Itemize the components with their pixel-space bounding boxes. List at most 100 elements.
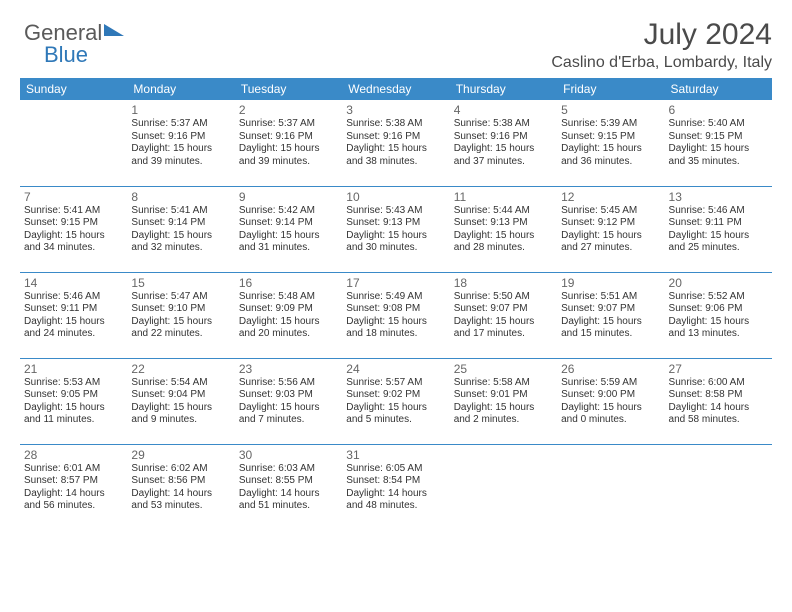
location-text: Caslino d'Erba, Lombardy, Italy <box>20 54 772 72</box>
sunset-text: Sunset: 8:54 PM <box>346 475 445 488</box>
day-number: 15 <box>131 276 230 290</box>
sunset-text: Sunset: 8:57 PM <box>24 475 123 488</box>
sunrise-text: Sunrise: 5:46 AM <box>24 291 123 304</box>
sunset-text: Sunset: 9:00 PM <box>561 389 660 402</box>
sunrise-text: Sunrise: 6:05 AM <box>346 463 445 476</box>
day-number: 19 <box>561 276 660 290</box>
weekday-header: Sunday <box>20 78 127 100</box>
sunrise-text: Sunrise: 5:38 AM <box>346 118 445 131</box>
day-number: 7 <box>24 190 123 204</box>
calendar-cell: 10Sunrise: 5:43 AMSunset: 9:13 PMDayligh… <box>342 186 449 272</box>
sunrise-text: Sunrise: 5:52 AM <box>669 291 768 304</box>
day-number: 8 <box>131 190 230 204</box>
daylight-text: Daylight: 15 hours and 32 minutes. <box>131 230 230 255</box>
daylight-text: Daylight: 15 hours and 27 minutes. <box>561 230 660 255</box>
day-number: 30 <box>239 448 338 462</box>
daylight-text: Daylight: 15 hours and 18 minutes. <box>346 316 445 341</box>
sunset-text: Sunset: 9:07 PM <box>454 303 553 316</box>
sunrise-text: Sunrise: 5:38 AM <box>454 118 553 131</box>
sunrise-text: Sunrise: 5:46 AM <box>669 205 768 218</box>
day-info: Sunrise: 6:05 AMSunset: 8:54 PMDaylight:… <box>346 463 445 513</box>
daylight-text: Daylight: 15 hours and 11 minutes. <box>24 402 123 427</box>
daylight-text: Daylight: 15 hours and 5 minutes. <box>346 402 445 427</box>
calendar-cell <box>20 100 127 186</box>
calendar-cell: 7Sunrise: 5:41 AMSunset: 9:15 PMDaylight… <box>20 186 127 272</box>
calendar-cell: 14Sunrise: 5:46 AMSunset: 9:11 PMDayligh… <box>20 272 127 358</box>
calendar-cell: 24Sunrise: 5:57 AMSunset: 9:02 PMDayligh… <box>342 358 449 444</box>
sunrise-text: Sunrise: 5:53 AM <box>24 377 123 390</box>
day-info: Sunrise: 5:52 AMSunset: 9:06 PMDaylight:… <box>669 291 768 341</box>
sunset-text: Sunset: 9:04 PM <box>131 389 230 402</box>
sunset-text: Sunset: 9:05 PM <box>24 389 123 402</box>
title-block: July 2024 Caslino d'Erba, Lombardy, Ital… <box>20 18 772 72</box>
daylight-text: Daylight: 15 hours and 28 minutes. <box>454 230 553 255</box>
daylight-text: Daylight: 15 hours and 31 minutes. <box>239 230 338 255</box>
daylight-text: Daylight: 15 hours and 37 minutes. <box>454 143 553 168</box>
sunrise-text: Sunrise: 6:01 AM <box>24 463 123 476</box>
day-number: 16 <box>239 276 338 290</box>
day-info: Sunrise: 6:03 AMSunset: 8:55 PMDaylight:… <box>239 463 338 513</box>
day-number: 9 <box>239 190 338 204</box>
day-info: Sunrise: 5:47 AMSunset: 9:10 PMDaylight:… <box>131 291 230 341</box>
day-info: Sunrise: 5:56 AMSunset: 9:03 PMDaylight:… <box>239 377 338 427</box>
day-info: Sunrise: 5:43 AMSunset: 9:13 PMDaylight:… <box>346 205 445 255</box>
day-number: 31 <box>346 448 445 462</box>
day-info: Sunrise: 5:50 AMSunset: 9:07 PMDaylight:… <box>454 291 553 341</box>
day-number: 5 <box>561 103 660 117</box>
daylight-text: Daylight: 15 hours and 39 minutes. <box>131 143 230 168</box>
weekday-header: Saturday <box>665 78 772 100</box>
day-info: Sunrise: 5:57 AMSunset: 9:02 PMDaylight:… <box>346 377 445 427</box>
day-info: Sunrise: 5:37 AMSunset: 9:16 PMDaylight:… <box>131 118 230 168</box>
day-number: 21 <box>24 362 123 376</box>
calendar-cell: 6Sunrise: 5:40 AMSunset: 9:15 PMDaylight… <box>665 100 772 186</box>
day-info: Sunrise: 5:39 AMSunset: 9:15 PMDaylight:… <box>561 118 660 168</box>
sunset-text: Sunset: 9:06 PM <box>669 303 768 316</box>
daylight-text: Daylight: 15 hours and 39 minutes. <box>239 143 338 168</box>
sunset-text: Sunset: 9:16 PM <box>454 131 553 144</box>
sunrise-text: Sunrise: 5:50 AM <box>454 291 553 304</box>
daylight-text: Daylight: 14 hours and 48 minutes. <box>346 488 445 513</box>
daylight-text: Daylight: 15 hours and 25 minutes. <box>669 230 768 255</box>
sunset-text: Sunset: 9:16 PM <box>131 131 230 144</box>
day-info: Sunrise: 6:01 AMSunset: 8:57 PMDaylight:… <box>24 463 123 513</box>
sunset-text: Sunset: 9:14 PM <box>131 217 230 230</box>
calendar-cell: 29Sunrise: 6:02 AMSunset: 8:56 PMDayligh… <box>127 444 234 530</box>
day-info: Sunrise: 5:53 AMSunset: 9:05 PMDaylight:… <box>24 377 123 427</box>
calendar-cell: 19Sunrise: 5:51 AMSunset: 9:07 PMDayligh… <box>557 272 664 358</box>
sunset-text: Sunset: 9:10 PM <box>131 303 230 316</box>
day-number: 13 <box>669 190 768 204</box>
day-info: Sunrise: 5:38 AMSunset: 9:16 PMDaylight:… <box>346 118 445 168</box>
daylight-text: Daylight: 15 hours and 0 minutes. <box>561 402 660 427</box>
calendar-cell: 22Sunrise: 5:54 AMSunset: 9:04 PMDayligh… <box>127 358 234 444</box>
day-number: 18 <box>454 276 553 290</box>
day-info: Sunrise: 5:46 AMSunset: 9:11 PMDaylight:… <box>24 291 123 341</box>
calendar-cell: 18Sunrise: 5:50 AMSunset: 9:07 PMDayligh… <box>450 272 557 358</box>
day-number: 22 <box>131 362 230 376</box>
day-number: 4 <box>454 103 553 117</box>
day-info: Sunrise: 5:42 AMSunset: 9:14 PMDaylight:… <box>239 205 338 255</box>
calendar-cell: 28Sunrise: 6:01 AMSunset: 8:57 PMDayligh… <box>20 444 127 530</box>
day-number: 14 <box>24 276 123 290</box>
calendar-cell: 5Sunrise: 5:39 AMSunset: 9:15 PMDaylight… <box>557 100 664 186</box>
sunset-text: Sunset: 9:15 PM <box>24 217 123 230</box>
daylight-text: Daylight: 15 hours and 9 minutes. <box>131 402 230 427</box>
daylight-text: Daylight: 15 hours and 13 minutes. <box>669 316 768 341</box>
daylight-text: Daylight: 14 hours and 51 minutes. <box>239 488 338 513</box>
calendar-row: 28Sunrise: 6:01 AMSunset: 8:57 PMDayligh… <box>20 444 772 530</box>
day-info: Sunrise: 5:41 AMSunset: 9:15 PMDaylight:… <box>24 205 123 255</box>
sunset-text: Sunset: 9:12 PM <box>561 217 660 230</box>
day-number: 27 <box>669 362 768 376</box>
sunrise-text: Sunrise: 5:57 AM <box>346 377 445 390</box>
sunset-text: Sunset: 9:16 PM <box>239 131 338 144</box>
sunrise-text: Sunrise: 5:44 AM <box>454 205 553 218</box>
sunrise-text: Sunrise: 5:42 AM <box>239 205 338 218</box>
calendar-cell: 25Sunrise: 5:58 AMSunset: 9:01 PMDayligh… <box>450 358 557 444</box>
calendar-cell: 20Sunrise: 5:52 AMSunset: 9:06 PMDayligh… <box>665 272 772 358</box>
sunrise-text: Sunrise: 5:43 AM <box>346 205 445 218</box>
sunrise-text: Sunrise: 5:48 AM <box>239 291 338 304</box>
day-number: 3 <box>346 103 445 117</box>
calendar-cell: 1Sunrise: 5:37 AMSunset: 9:16 PMDaylight… <box>127 100 234 186</box>
calendar-cell: 3Sunrise: 5:38 AMSunset: 9:16 PMDaylight… <box>342 100 449 186</box>
day-info: Sunrise: 5:48 AMSunset: 9:09 PMDaylight:… <box>239 291 338 341</box>
day-number: 2 <box>239 103 338 117</box>
